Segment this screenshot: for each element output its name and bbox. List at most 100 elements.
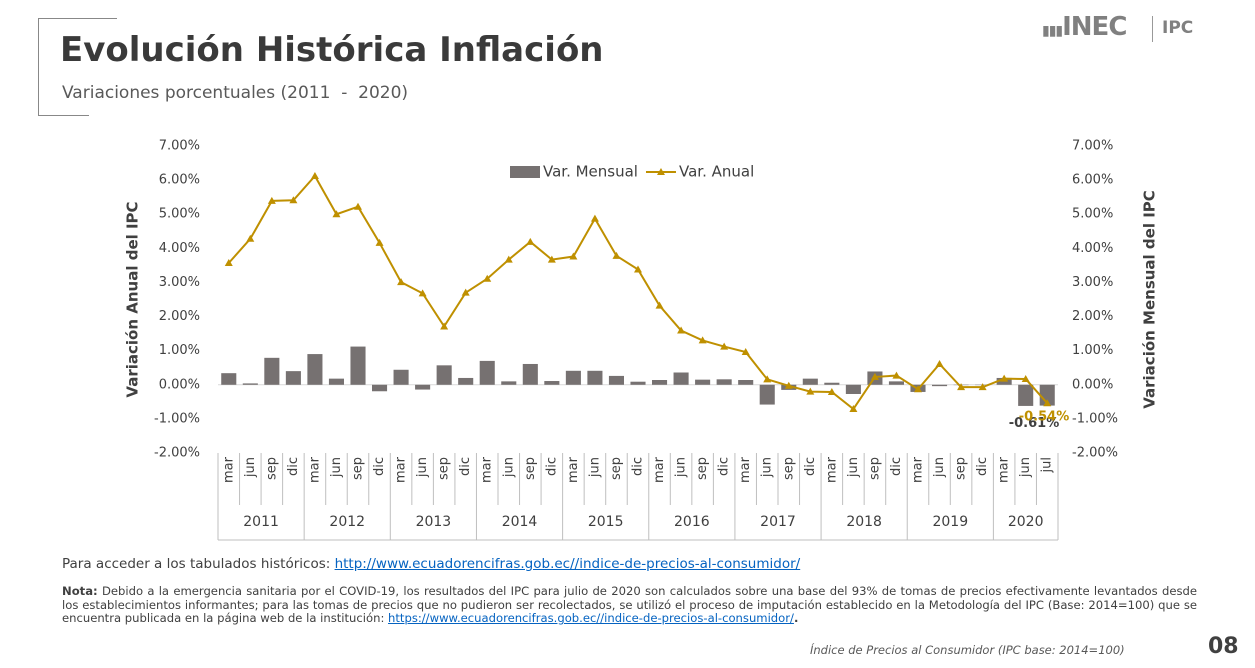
note-link[interactable]: https://www.ecuadorencifras.gob.ec//indi… — [388, 611, 794, 625]
bar — [415, 384, 431, 390]
x-group-label: 2016 — [674, 514, 710, 530]
marker — [1043, 399, 1052, 407]
marker — [224, 259, 233, 267]
x-group-label: 2019 — [932, 514, 968, 530]
bar — [652, 380, 668, 385]
x-tick-label: mar — [911, 456, 926, 483]
y2-axis-label: Variación Mensual del IPC — [1141, 190, 1159, 409]
y-tick-label: 7.00% — [159, 139, 200, 154]
x-tick-label: jun — [329, 457, 344, 478]
bar — [845, 384, 861, 394]
marker — [461, 288, 470, 296]
marker — [677, 326, 686, 334]
y2-tick-label: -2.00% — [1072, 446, 1118, 461]
x-tick-label: mar — [738, 456, 753, 483]
note-text: Debido a la emergencia sanitaria por el … — [62, 584, 1197, 625]
x-tick-label: mar — [480, 456, 495, 483]
logo-tag: IPC — [1162, 18, 1194, 38]
x-tick-label: dic — [372, 457, 387, 476]
y2-tick-label: 3.00% — [1072, 275, 1113, 290]
marker — [634, 265, 642, 273]
legend-label: Var. Anual — [679, 163, 754, 181]
note-end: . — [793, 611, 799, 625]
x-tick-label: dic — [458, 457, 473, 476]
x-tick-label: sep — [609, 457, 624, 480]
bar — [479, 360, 495, 385]
y-tick-label: 6.00% — [159, 173, 200, 188]
x-tick-label: jun — [674, 457, 689, 478]
bar — [695, 379, 711, 385]
bar — [1018, 384, 1034, 406]
bracket — [38, 18, 117, 116]
x-group-label: 2020 — [1008, 514, 1044, 530]
x-tick-label: jun — [501, 457, 516, 478]
footer-text: Índice de Precios al Consumidor (IPC bas… — [810, 643, 1125, 657]
x-tick-label: sep — [695, 457, 710, 480]
bar — [221, 373, 237, 385]
y2-tick-label: 4.00% — [1072, 241, 1113, 256]
x-group-label: 2011 — [243, 514, 279, 530]
legend-label: Var. Mensual — [543, 163, 638, 181]
bar — [501, 381, 517, 385]
marker — [784, 381, 793, 389]
data-label: -0.61% — [1009, 416, 1060, 431]
bar — [285, 371, 301, 385]
link[interactable]: http://www.ecuadorencifras.gob.ec//indic… — [334, 556, 801, 572]
y-tick-label: 0.00% — [159, 377, 200, 392]
x-tick-label: dic — [975, 457, 990, 476]
bar — [242, 383, 258, 385]
marker — [827, 387, 836, 395]
x-tick-label: sep — [264, 457, 279, 480]
marker — [547, 255, 556, 263]
x-tick-label: mar — [307, 456, 322, 483]
marker — [870, 372, 879, 380]
bar — [307, 354, 323, 385]
marker — [1021, 374, 1030, 382]
y2-tick-label: 5.00% — [1072, 207, 1113, 222]
y-tick-label: 4.00% — [159, 241, 200, 256]
x-group-label: 2014 — [502, 514, 538, 530]
marker — [720, 342, 729, 350]
bar — [522, 363, 538, 385]
logo-divider — [1152, 16, 1153, 42]
bar — [738, 380, 754, 385]
x-tick-label: dic — [889, 457, 904, 476]
marker — [914, 385, 922, 393]
y-tick-label: -2.00% — [154, 446, 200, 461]
x-tick-label: dic — [803, 457, 818, 476]
y-tick-label: 2.00% — [159, 309, 200, 324]
marker — [935, 359, 944, 367]
x-tick-label: mar — [221, 456, 236, 483]
bar — [630, 381, 646, 385]
marker — [267, 196, 276, 204]
x-group-label: 2013 — [416, 514, 452, 530]
x-group-label: 2018 — [846, 514, 882, 530]
x-tick-label: jul — [1040, 457, 1055, 473]
data-label: -0.54% — [1019, 410, 1070, 425]
bar — [264, 357, 280, 385]
x-group-label: 2017 — [760, 514, 796, 530]
x-tick-label: sep — [437, 457, 452, 480]
x-tick-label: dic — [631, 457, 646, 476]
x-tick-label: mar — [566, 456, 581, 483]
marker — [397, 278, 406, 286]
marker — [590, 214, 599, 222]
marker — [354, 202, 362, 210]
marker — [806, 387, 815, 395]
legend-swatch — [510, 166, 540, 178]
marker — [289, 196, 298, 204]
bar — [458, 377, 474, 385]
note: Nota: Debido a la emergencia sanitaria p… — [62, 584, 1197, 626]
bar — [932, 384, 948, 387]
marker — [483, 274, 492, 282]
x-group-label: 2012 — [329, 514, 365, 530]
x-tick-label: mar — [394, 456, 409, 483]
x-tick-label: jun — [243, 457, 258, 478]
x-tick-label: sep — [781, 457, 796, 480]
link-prefix: Para acceder a los tabulados históricos: — [62, 556, 335, 572]
bar — [759, 384, 775, 405]
marker — [526, 237, 535, 245]
bar — [888, 381, 904, 385]
logo-text: INEC — [1062, 12, 1127, 42]
